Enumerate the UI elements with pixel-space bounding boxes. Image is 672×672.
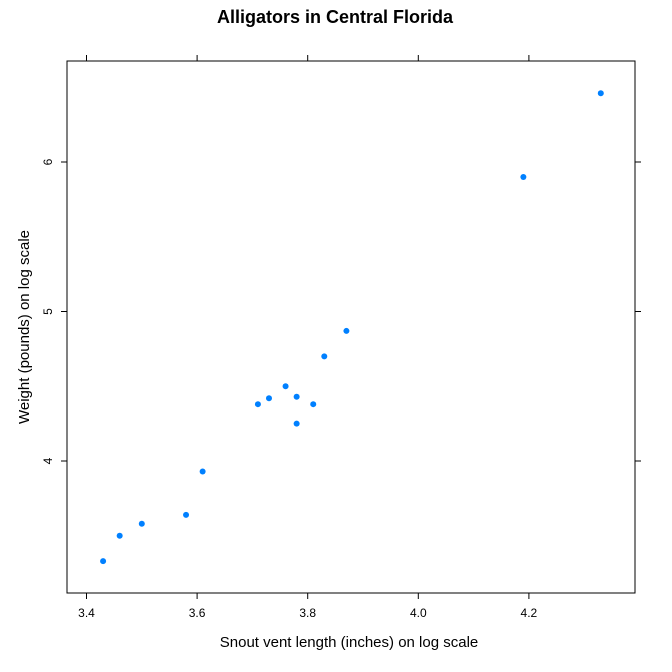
y-axis-label: Weight (pounds) on log scale	[16, 230, 33, 424]
data-point	[310, 401, 317, 408]
data-point	[321, 353, 328, 360]
data-point	[343, 327, 350, 334]
x-axis: 3.4 3.6 3.8 4.0 4.2	[78, 55, 538, 620]
data-point	[138, 520, 145, 527]
y-tick-label: 6	[41, 158, 55, 165]
chart-title: Alligators in Central Florida	[217, 7, 454, 27]
y-axis: 4 5 6	[41, 158, 641, 464]
plot-area	[66, 60, 636, 594]
data-point	[597, 90, 604, 97]
data-point	[293, 393, 300, 400]
x-tick-label: 3.8	[299, 606, 316, 620]
y-tick-label: 4	[41, 457, 55, 464]
data-point	[199, 468, 206, 475]
x-tick-label: 3.6	[189, 606, 206, 620]
data-point	[183, 511, 190, 518]
x-tick-label: 3.4	[78, 606, 95, 620]
data-point	[265, 395, 272, 402]
data-point	[520, 173, 527, 180]
x-tick-label: 4.0	[410, 606, 427, 620]
data-points	[100, 90, 604, 565]
data-point	[282, 383, 289, 390]
data-point	[100, 558, 107, 565]
data-point	[254, 401, 261, 408]
data-point	[116, 532, 123, 539]
x-axis-label: Snout vent length (inches) on log scale	[220, 634, 479, 651]
x-tick-label: 4.2	[521, 606, 538, 620]
data-point	[293, 420, 300, 427]
y-tick-label: 5	[41, 308, 55, 315]
